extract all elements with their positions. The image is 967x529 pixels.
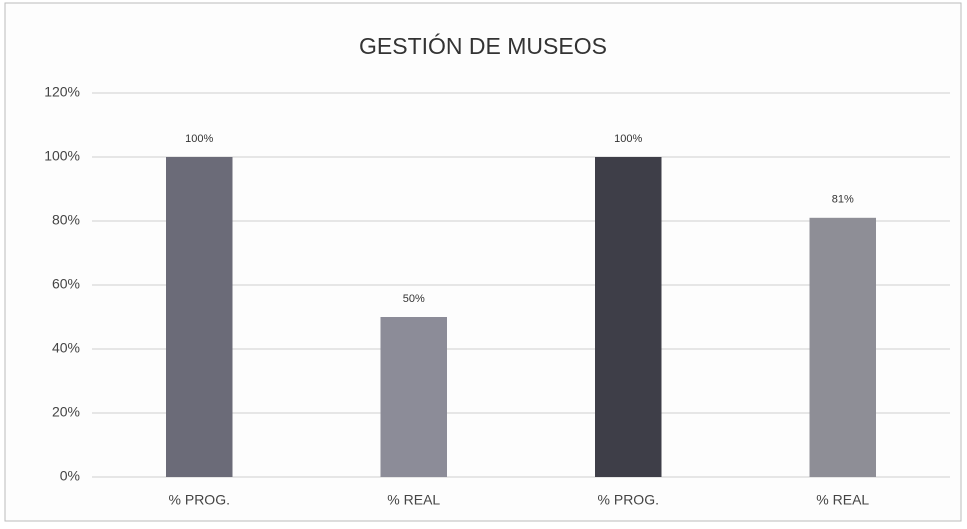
value-label: 81%	[832, 194, 854, 206]
chart-title: GESTIÓN DE MUSEOS	[359, 33, 607, 59]
value-label: 100%	[614, 133, 642, 145]
y-tick-label: 100%	[44, 148, 80, 164]
x-tick-label: % REAL	[387, 492, 440, 508]
x-tick-label: % PROG.	[598, 492, 659, 508]
y-tick-label: 40%	[52, 340, 80, 356]
chart-frame	[4, 2, 962, 522]
bar	[380, 317, 447, 477]
bar	[166, 157, 233, 477]
bar	[595, 157, 662, 477]
y-tick-label: 20%	[52, 404, 80, 420]
y-tick-label: 60%	[52, 276, 80, 292]
y-tick-label: 120%	[44, 84, 80, 100]
x-tick-label: % REAL	[816, 492, 869, 508]
y-tick-label: 0%	[60, 468, 80, 484]
y-tick-label: 80%	[52, 212, 80, 228]
x-tick-label: % PROG.	[169, 492, 230, 508]
value-label: 50%	[403, 293, 425, 305]
value-label: 100%	[185, 133, 213, 145]
bar	[809, 217, 876, 478]
